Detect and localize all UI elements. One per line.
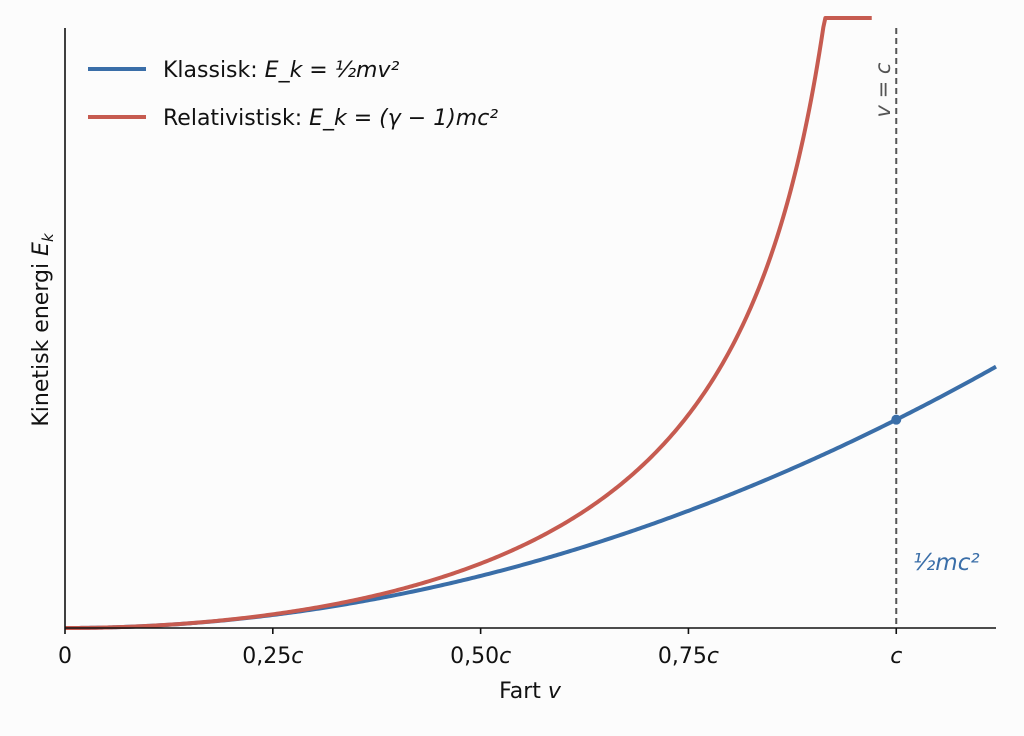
x-tick-label: 0,25c — [242, 644, 303, 669]
y-axis-label: Kinetisk energi Ek — [29, 232, 57, 427]
plot-area — [65, 16, 997, 630]
legend-label-classical: Klassisk: E_k = ½mv² — [163, 58, 400, 83]
legend-item-classical: Klassisk: E_k = ½mv² — [88, 58, 400, 83]
point-half-mc2 — [891, 414, 902, 425]
point-label: ½mc² — [913, 550, 980, 576]
legend: Klassisk: E_k = ½mv² Relativistisk: E_k … — [88, 58, 498, 131]
y-axis-label-sub: k — [39, 232, 57, 242]
x-ticks: 0 0,25c 0,50c 0,75c c — [58, 628, 902, 669]
x-tick-label: 0,75c — [658, 644, 719, 669]
series-line-relativistic — [65, 16, 872, 630]
x-tick-label: c — [890, 644, 902, 669]
legend-item-relativistic: Relativistisk: E_k = (γ − 1)mc² — [88, 106, 498, 131]
y-axis-label-prefix: Kinetisk energi — [29, 256, 54, 427]
x-tick-label: 0 — [58, 644, 72, 669]
x-tick-label: 0,50c — [450, 644, 511, 669]
x-axis-label-var: v — [548, 679, 562, 704]
legend-label-relativistic: Relativistisk: E_k = (γ − 1)mc² — [163, 106, 498, 131]
x-axis-label-prefix: Fart — [499, 679, 548, 704]
x-axis-label: Fart v — [499, 679, 562, 704]
vline-label: v = c — [871, 62, 895, 117]
y-axis-label-var: E — [29, 242, 54, 256]
